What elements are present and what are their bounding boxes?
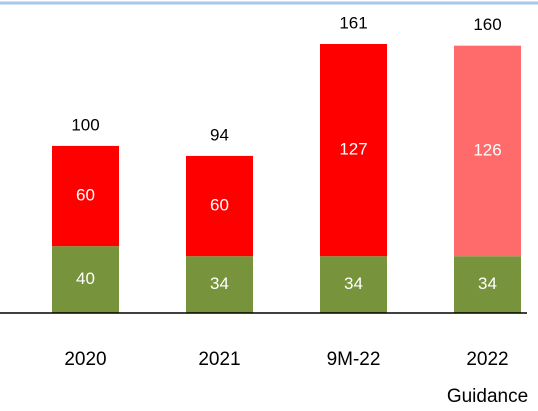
total-label: 100 [71, 115, 99, 134]
value-label: 34 [478, 274, 497, 293]
bar-segment [52, 145, 119, 247]
total-label: 160 [473, 15, 501, 34]
x-tick-label: 2021 [198, 349, 240, 370]
bar-segment [454, 256, 521, 313]
value-label: 126 [473, 140, 501, 159]
bar-segment [320, 44, 387, 257]
value-label: 40 [76, 269, 95, 288]
x-tick-label: 2022 Guidance [447, 349, 528, 407]
value-label: 34 [344, 274, 363, 293]
value-label: 34 [210, 274, 229, 293]
value-label: 60 [210, 196, 229, 215]
bar-segment [52, 246, 119, 313]
total-label: 161 [339, 13, 367, 32]
x-tick-label: 2020 [64, 349, 106, 370]
value-label: 60 [76, 186, 95, 205]
bar-segment [186, 155, 253, 257]
x-tick-label: 9M-22 [327, 349, 381, 370]
bar-segment [454, 45, 521, 257]
total-label: 94 [210, 125, 229, 144]
value-label: 127 [339, 140, 367, 159]
bar-segment [320, 256, 387, 313]
bar-segment [186, 256, 253, 313]
